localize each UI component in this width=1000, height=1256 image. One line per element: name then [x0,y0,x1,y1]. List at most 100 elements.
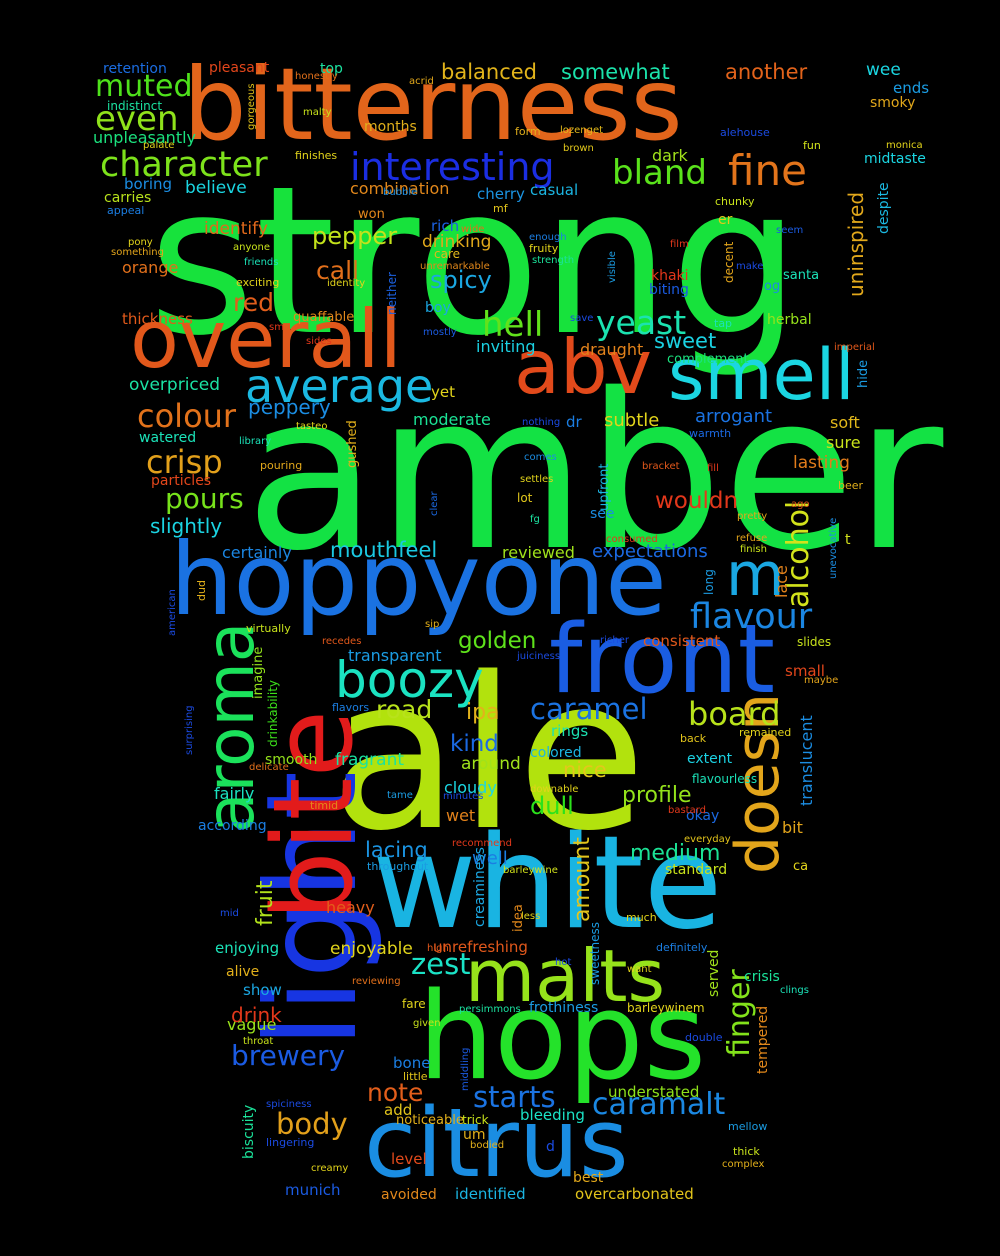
word-imperial: imperial [834,342,875,353]
word-strong: strong [148,143,801,381]
word-fg: fg [530,514,540,525]
word-juiciness: juiciness [517,651,561,662]
word-watered: watered [139,430,197,446]
word-fare: fare [402,997,426,1011]
word-understated: understated [608,1083,700,1101]
word-fragrant: fragrant [335,750,405,770]
word-dull: dull [530,792,574,820]
word-mouthfeel: mouthfeel [330,538,438,562]
word-dark: dark [652,146,688,165]
word-clings: clings [780,985,809,996]
word-boozy: boozy [335,651,484,709]
word-back: back [680,732,707,745]
word-standard: standard [665,862,728,878]
word-save: save [570,313,594,324]
word-recommend: recommend [452,838,512,849]
word-interesting: interesting [350,145,555,189]
word-maybe: maybe [804,675,839,686]
word-tasteo: tasteo [296,421,328,432]
word-biscuity: biscuity [241,1105,257,1160]
word-combination: combination [350,179,450,198]
word-friends: friends [244,257,279,268]
word-citrus: citrus [364,1089,629,1199]
word-arrogant: arrogant [695,406,773,427]
word-frothiness: frothiness [529,1000,599,1016]
word-another: another [725,60,808,84]
word-dr: dr [566,413,582,431]
word-smooth: smooth [265,752,318,768]
word-noticeable: noticeable [396,1113,464,1128]
word-around: around [461,754,521,774]
word-uninspired: uninspired [844,191,868,297]
word-level: level [391,1150,427,1168]
word-inviting: inviting [476,337,536,356]
word-middling: middling [460,1047,471,1091]
word-bit: bit [782,818,803,837]
word-ipa: ipa [466,700,500,725]
word-okay: okay [686,808,720,824]
word-drinking: drinking [422,232,492,252]
word-trick: trick [462,1113,489,1127]
word-drinkability: drinkability [266,680,280,748]
word-tap: tap [714,317,733,330]
word-double: double [685,1031,723,1044]
word-beer: beer [838,479,864,492]
word-crisp: crisp [146,443,223,481]
word-caramel: caramel [530,692,648,726]
word-yet: yet [431,383,455,401]
word-cherry: cherry [477,185,525,203]
word-ale: ale [330,632,647,877]
word-draught: draught [580,340,644,359]
word-average: average [245,359,434,413]
word-peppery: peppery [248,395,331,419]
word-lasting: lasting [793,453,850,473]
word-wouldn: wouldn [655,488,739,514]
word-sides: sides [306,336,332,347]
word-settles: settles [520,474,554,485]
word-enough: enough [529,232,567,243]
word-best: best [573,1170,604,1186]
word-zest: zest [411,947,471,981]
word-overpriced: overpriced [129,375,221,395]
word-sip: sip [425,619,440,630]
word-vague: vague [227,1015,277,1034]
word-dud: dud [195,580,208,602]
word-barleywine: barleywine [503,865,558,876]
word-heavy: heavy [326,898,375,917]
word-gorgeous: gorgeous [246,83,257,130]
word-sweetness: sweetness [588,921,602,985]
word-creamy: creamy [311,1163,349,1174]
word-lingering: lingering [266,1136,315,1149]
word-colored: colored [530,745,582,761]
word-slides: slides [797,635,832,649]
word-despite: despite [876,182,892,234]
word-d: d [546,1139,555,1155]
word-throughout: throughout [367,860,429,873]
word-form: form [515,125,541,138]
word-seem: seem [776,225,804,236]
word-barleywinem: barleywinem [627,1001,705,1015]
word-brown: brown [563,143,594,154]
word-much: much [626,911,657,924]
word-red: red [233,288,274,317]
word-particles: particles [151,473,212,489]
word-front: front [549,605,775,715]
word-character: character [100,145,268,185]
word-clear: clear [429,491,440,516]
word-starts: starts [473,1080,556,1114]
word-drink: drink [231,1003,282,1027]
word-m: m [726,540,785,610]
word-sweet: sweet [654,329,717,353]
word-remained: remained [739,726,792,739]
word-bleeding: bleeding [520,1106,585,1124]
word-identify: identify [204,219,268,239]
word-bland: bland [612,153,707,193]
word-according: according [198,818,267,834]
word-golden: golden [458,628,537,654]
word-wide: wide [461,224,485,235]
word-flavour: flavour [690,597,813,637]
word-strength: strength [532,255,575,266]
word-fine: fine [728,146,807,195]
word-smell: smell [668,334,855,416]
word-nice: nice [563,758,607,782]
